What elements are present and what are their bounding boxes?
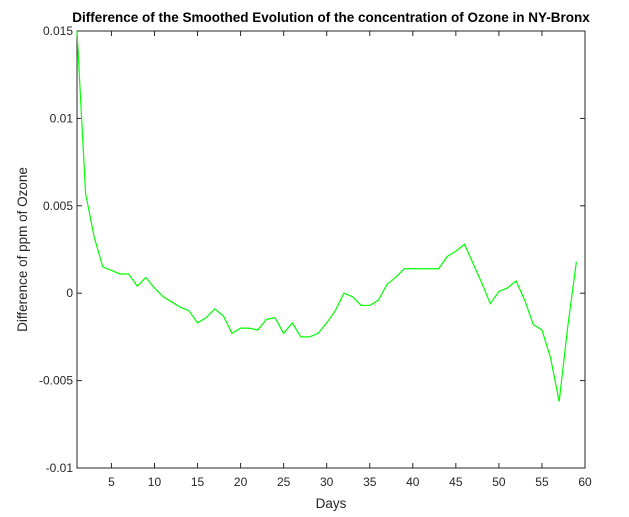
x-tick-label: 15 <box>191 475 205 489</box>
x-tick-label: 30 <box>320 475 334 489</box>
series-line <box>76 30 577 402</box>
y-axis-label: Difference of ppm of Ozone <box>15 167 30 332</box>
y-tick-label: -0.01 <box>46 461 74 475</box>
x-tick-label: 50 <box>492 475 506 489</box>
x-tick-label: 60 <box>578 475 592 489</box>
x-tick-label: 20 <box>234 475 248 489</box>
x-axis-label: Days <box>316 496 347 511</box>
x-axis: 5 10 15 20 25 30 35 40 45 50 55 60 <box>108 31 592 489</box>
x-tick-label: 40 <box>406 475 420 489</box>
y-tick-label: 0.015 <box>43 24 73 38</box>
chart-title: Difference of the Smoothed Evolution of … <box>72 10 590 25</box>
y-axis: -0.01 -0.005 0 0.005 0.01 0.015 <box>39 24 585 475</box>
x-tick-label: 55 <box>535 475 549 489</box>
plot-area <box>76 30 586 469</box>
y-tick-label: 0.005 <box>43 199 73 213</box>
y-tick-label: 0.01 <box>50 111 74 125</box>
x-tick-label: 5 <box>108 475 115 489</box>
x-tick-label: 45 <box>449 475 463 489</box>
x-tick-label: 25 <box>277 475 291 489</box>
y-tick-label: 0 <box>66 286 73 300</box>
y-tick-label: -0.005 <box>39 374 73 388</box>
x-tick-label: 10 <box>148 475 162 489</box>
x-tick-label: 35 <box>363 475 377 489</box>
